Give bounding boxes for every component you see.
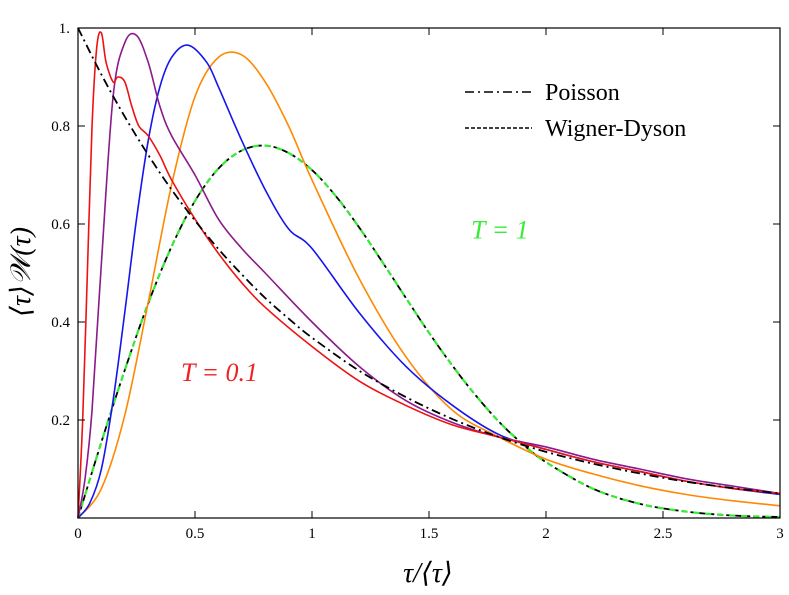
annotation-t1: T = 1 [471, 216, 529, 245]
x-tick-label: 1 [308, 526, 316, 542]
series-line-curve-8b1a8b [77, 32, 781, 519]
y-tick-label: 0.6 [51, 217, 70, 233]
legend-poisson-label: Poisson [545, 80, 620, 106]
y-tick-label: 1. [59, 21, 70, 37]
y-axis-title: ⟨τ⟩𝒲(τ) [6, 227, 37, 317]
y-tick-label: 0.8 [51, 119, 70, 135]
x-tick-label: 0.5 [186, 526, 205, 542]
legend: Poisson Wigner-Dyson [465, 80, 686, 142]
series-line-curve-ee1111 [77, 31, 781, 519]
series-line-curve-ff8800 [77, 51, 781, 519]
ticks-layer: 0 0.5 1 1.5 2 2.5 3 0.2 0.4 0.6 0.8 1. [51, 21, 784, 542]
y-tick-label: 0.4 [51, 315, 70, 331]
y-tick-label: 0.2 [51, 413, 70, 429]
series-line-poisson [77, 27, 781, 495]
x-tick-label: 1.5 [420, 526, 439, 542]
x-tick-label: 3 [776, 526, 784, 542]
x-tick-label: 0 [74, 526, 82, 542]
annotation-t01: T = 0.1 [181, 358, 258, 387]
x-axis-title: τ/⟨τ⟩ [403, 558, 453, 589]
legend-wigner-dyson-label: Wigner-Dyson [545, 116, 686, 142]
plot-frame [77, 27, 781, 519]
x-tick-label: 2 [542, 526, 550, 542]
series-line-wigner-dyson [77, 144, 781, 519]
x-tick-label: 2.5 [654, 526, 673, 542]
curves-layer [76, 27, 781, 519]
